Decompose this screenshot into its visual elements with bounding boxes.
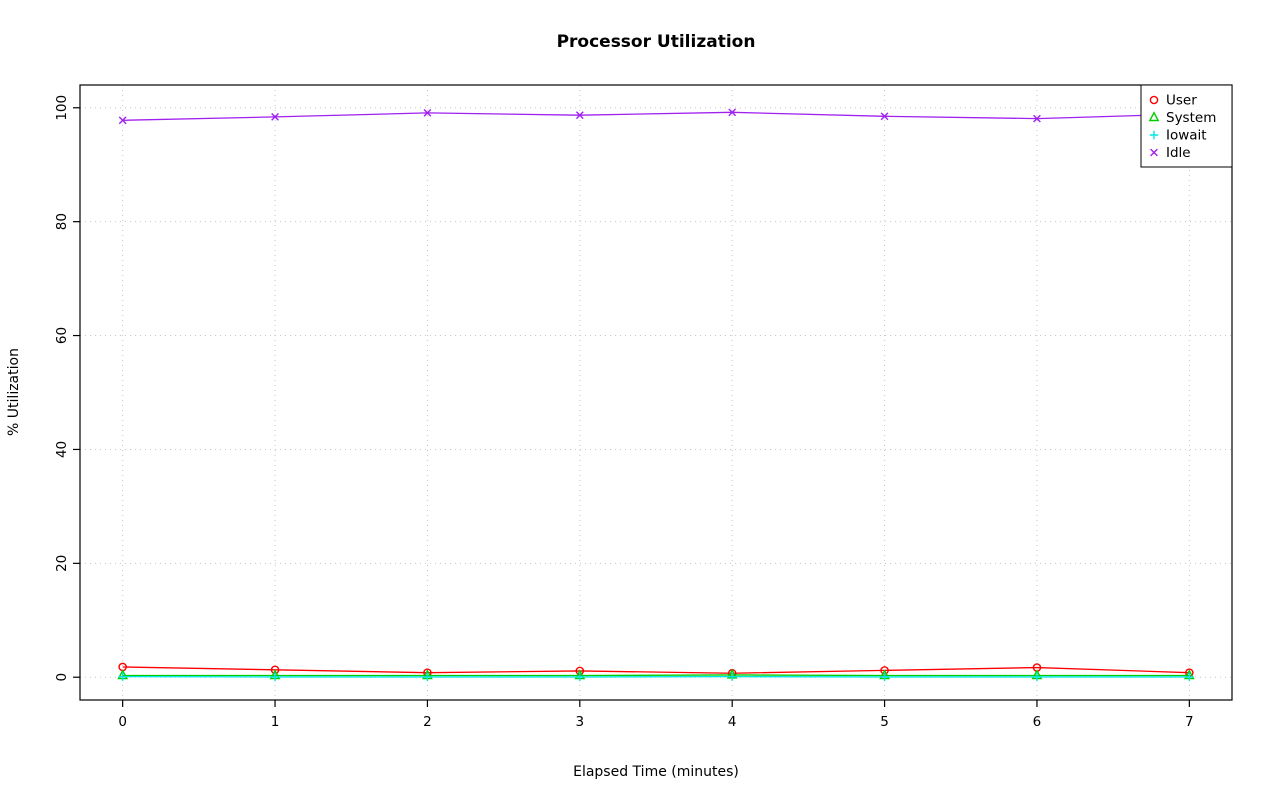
y-tick-label: 80 bbox=[54, 213, 70, 230]
series-line-idle bbox=[123, 112, 1190, 120]
x-tick-label: 6 bbox=[1033, 714, 1042, 730]
y-tick-label: 20 bbox=[54, 555, 70, 572]
legend-item-label: Idle bbox=[1166, 145, 1191, 161]
x-tick-label: 2 bbox=[423, 714, 432, 730]
y-axis-label: % Utilization bbox=[6, 348, 22, 436]
y-tick-label: 0 bbox=[54, 673, 70, 682]
series-line-user bbox=[123, 667, 1190, 673]
plot-box bbox=[80, 85, 1232, 700]
series-idle bbox=[119, 109, 1192, 124]
x-tick-label: 7 bbox=[1185, 714, 1194, 730]
legend-item-label: Iowait bbox=[1166, 128, 1207, 144]
x-axis-label: Elapsed Time (minutes) bbox=[573, 764, 739, 780]
marker-plus bbox=[880, 673, 888, 681]
x-tick-label: 5 bbox=[880, 714, 889, 730]
x-tick-label: 0 bbox=[118, 714, 127, 730]
legend-item-label: System bbox=[1166, 110, 1216, 126]
y-tick-label: 60 bbox=[54, 327, 70, 344]
x-tick-label: 1 bbox=[271, 714, 280, 730]
x-tick-label: 3 bbox=[576, 714, 585, 730]
marker-plus bbox=[271, 673, 279, 681]
series-iowait bbox=[118, 672, 1193, 681]
series-line-system bbox=[123, 675, 1190, 676]
marker-plus bbox=[118, 672, 126, 680]
legend-item-label: User bbox=[1166, 93, 1197, 109]
y-tick-label: 100 bbox=[54, 95, 70, 121]
marker-plus bbox=[1033, 673, 1041, 681]
y-tick-label: 40 bbox=[54, 441, 70, 458]
x-tick-label: 4 bbox=[728, 714, 737, 730]
chart-title: Processor Utilization bbox=[557, 32, 756, 52]
